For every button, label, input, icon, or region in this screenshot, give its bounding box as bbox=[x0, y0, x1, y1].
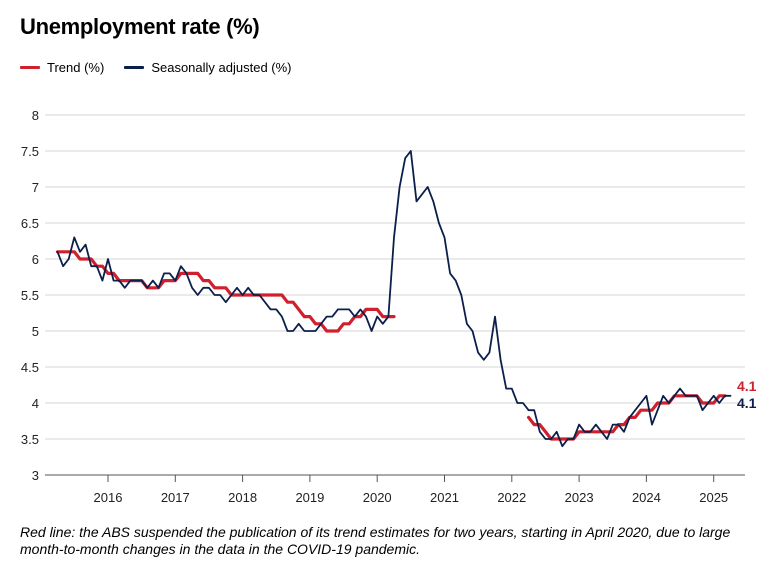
y-tick-label: 4.5 bbox=[21, 360, 39, 375]
x-tick-label: 2018 bbox=[228, 490, 257, 505]
x-tick-label: 2017 bbox=[161, 490, 190, 505]
legend: Trend (%) Seasonally adjusted (%) bbox=[20, 60, 312, 75]
legend-swatch-seasonally-adjusted bbox=[124, 66, 145, 69]
legend-item-trend: Trend (%) bbox=[20, 60, 104, 75]
series-line-seasonally-adjusted bbox=[56, 150, 732, 448]
y-tick-label: 8 bbox=[32, 108, 39, 123]
x-tick-label: 2019 bbox=[295, 490, 324, 505]
y-tick-label: 6.5 bbox=[21, 216, 39, 231]
x-axis-ticks: 2016 2017 2018 2019 2020 2021 2022 2023 2024 2025 bbox=[94, 475, 728, 505]
x-tick-label: 2020 bbox=[363, 490, 392, 505]
legend-label-trend: Trend (%) bbox=[47, 60, 105, 75]
end-label-seasonally-adjusted: 4.1 bbox=[737, 395, 757, 411]
chart-title: Unemployment rate (%) bbox=[20, 14, 260, 39]
x-tick-label: 2022 bbox=[497, 490, 526, 505]
series-line-trend bbox=[527, 394, 727, 441]
x-tick-label: 2025 bbox=[699, 490, 728, 505]
x-tick-label: 2024 bbox=[632, 490, 661, 505]
end-labels: 4.14.1 bbox=[737, 378, 757, 411]
legend-item-seasonally-adjusted: Seasonally adjusted (%) bbox=[124, 60, 292, 75]
x-tick-label: 2021 bbox=[430, 490, 459, 505]
y-tick-label: 7.5 bbox=[21, 144, 39, 159]
series-line-trend bbox=[55, 250, 396, 333]
y-tick-label: 5 bbox=[32, 324, 39, 339]
gridlines bbox=[45, 114, 745, 476]
y-tick-label: 4 bbox=[32, 396, 39, 411]
legend-label-seasonally-adjusted: Seasonally adjusted (%) bbox=[151, 60, 292, 75]
y-tick-label: 3.5 bbox=[21, 432, 39, 447]
x-tick-label: 2023 bbox=[565, 490, 594, 505]
footnote: Red line: the ABS suspended the publicat… bbox=[20, 524, 731, 557]
series-lines bbox=[55, 150, 732, 448]
y-tick-label: 5.5 bbox=[21, 288, 39, 303]
y-tick-label: 7 bbox=[32, 180, 39, 195]
x-tick-label: 2016 bbox=[94, 490, 123, 505]
legend-swatch-trend bbox=[20, 66, 40, 69]
y-tick-label: 6 bbox=[32, 252, 39, 267]
y-tick-label: 3 bbox=[32, 468, 39, 483]
end-label-trend: 4.1 bbox=[737, 378, 757, 394]
line-chart: 33.544.555.566.577.58 2016 2017 2018 2019 20… bbox=[21, 108, 757, 505]
y-axis-ticks: 3 3.5 4 4.5 5 5.5 6 6.5 7 7.5 8 bbox=[21, 108, 39, 483]
